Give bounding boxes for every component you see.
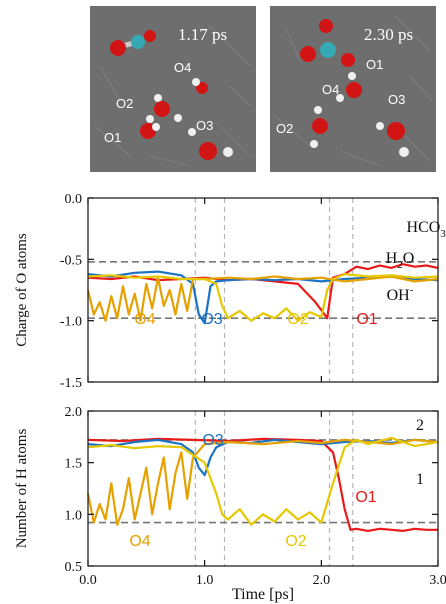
oxygen-atom <box>196 82 208 94</box>
hydrogen-atom <box>376 122 384 130</box>
series-line-2 <box>86 275 439 322</box>
hydrogen-atom <box>174 114 182 122</box>
hydrogen-atom <box>154 94 162 102</box>
atom-label-o3: O3 <box>196 118 213 133</box>
snapshot-molecules-2: 2.30 ps O1 O4 O3 O2 <box>274 15 433 167</box>
oxygen-atom <box>319 19 333 33</box>
x-tick-label: 3.0 <box>429 573 446 588</box>
annotation-label: HCO3- <box>407 216 446 240</box>
y-tick-label: -1.0 <box>60 315 82 330</box>
oxygen-atom <box>110 40 126 56</box>
series-label: O1 <box>355 489 376 506</box>
plot-frame <box>87 410 439 567</box>
annotation-label: H2O <box>386 250 415 271</box>
x-tick-label: 0.0 <box>79 573 97 588</box>
y-tick-label: 1.5 <box>65 457 83 472</box>
hydrogen-atom <box>336 94 344 102</box>
oxygen-atom <box>300 46 316 62</box>
plot-frame <box>87 197 439 383</box>
series-line-0 <box>87 437 438 533</box>
hydrogen-atom <box>223 147 233 157</box>
atom-label-o1: O1 <box>366 57 383 72</box>
carbon-atom <box>320 42 336 58</box>
charge-chart: 0.0 -0.5 -1.0 -1.5 Charge of O atoms HCO3- H2O… <box>14 192 446 391</box>
hydrogen-atom <box>399 147 409 157</box>
hydrogen-atom <box>310 140 318 148</box>
hydrogen-atom <box>152 123 160 131</box>
x-tick-label: 2.0 <box>313 573 331 588</box>
y-axis-label: Charge of O atoms <box>14 233 30 347</box>
y-tick-label: 0.0 <box>65 192 83 207</box>
series-line-3 <box>87 273 439 322</box>
y-tick-label: -1.5 <box>60 376 82 391</box>
x-tick-label: 1.0 <box>196 573 214 588</box>
series-line-2 <box>86 438 439 526</box>
oxygen-atom <box>346 82 362 98</box>
hydrogen-atom <box>188 128 196 136</box>
annotation-label: 1 <box>416 471 424 488</box>
y-tick-label: 2.0 <box>65 405 83 420</box>
x-axis-label: Time [ps] <box>232 586 294 603</box>
annotation-label: OH- <box>387 284 414 304</box>
series-label: O4 <box>134 311 155 328</box>
series-label: O2 <box>287 311 308 328</box>
series-label: O3 <box>201 311 222 328</box>
carbon-atom <box>131 35 145 49</box>
y-tick-label: 0.5 <box>65 560 83 575</box>
y-axis-label: Number of H atoms <box>14 429 30 549</box>
atom-label-o4: O4 <box>174 60 191 75</box>
hydrogen-count-chart: 0.5 1.0 1.5 2.0 0.0 1.0 2.0 3.0 Number of H atom… <box>14 405 446 588</box>
atom-label-o1: O1 <box>104 130 121 145</box>
series-label: O1 <box>356 311 377 328</box>
snapshot-time-label: 1.17 ps <box>178 25 227 44</box>
snapshot-time-label: 2.30 ps <box>364 25 413 44</box>
y-tick-label: -0.5 <box>60 253 82 268</box>
atom-label-o2: O2 <box>276 121 293 136</box>
series-line-1 <box>87 438 439 477</box>
series-line-3 <box>87 436 439 526</box>
y-tick-label: 1.0 <box>65 508 83 523</box>
annotation-label: 2 <box>416 417 424 434</box>
oxygen-atom <box>154 101 170 117</box>
hydrogen-atom <box>146 115 154 123</box>
series-label: O3 <box>202 432 223 449</box>
atom-label-o3: O3 <box>388 92 405 107</box>
oxygen-atom <box>387 122 405 140</box>
atom-label-o2: O2 <box>116 96 133 111</box>
series-line-0 <box>87 263 439 320</box>
oxygen-atom <box>341 53 355 67</box>
atom-label-o4: O4 <box>322 82 339 97</box>
hydrogen-atom <box>314 106 322 114</box>
hydrogen-atom <box>192 78 200 86</box>
hydrogen-atom <box>348 72 356 80</box>
oxygen-atom <box>312 118 328 134</box>
oxygen-atom <box>199 142 217 160</box>
series-label: O4 <box>129 533 150 550</box>
snapshot-molecules-1: 1.17 ps O4 O2 O1 O3 <box>94 25 251 167</box>
snapshot-panel-2: 2.30 ps O1 O4 O3 O2 <box>270 6 436 172</box>
oxygen-atom <box>144 30 156 42</box>
snapshot-panel-1: 1.17 ps O4 O2 O1 O3 <box>90 6 256 172</box>
series-line-1 <box>87 270 439 325</box>
series-label: O2 <box>285 533 306 550</box>
